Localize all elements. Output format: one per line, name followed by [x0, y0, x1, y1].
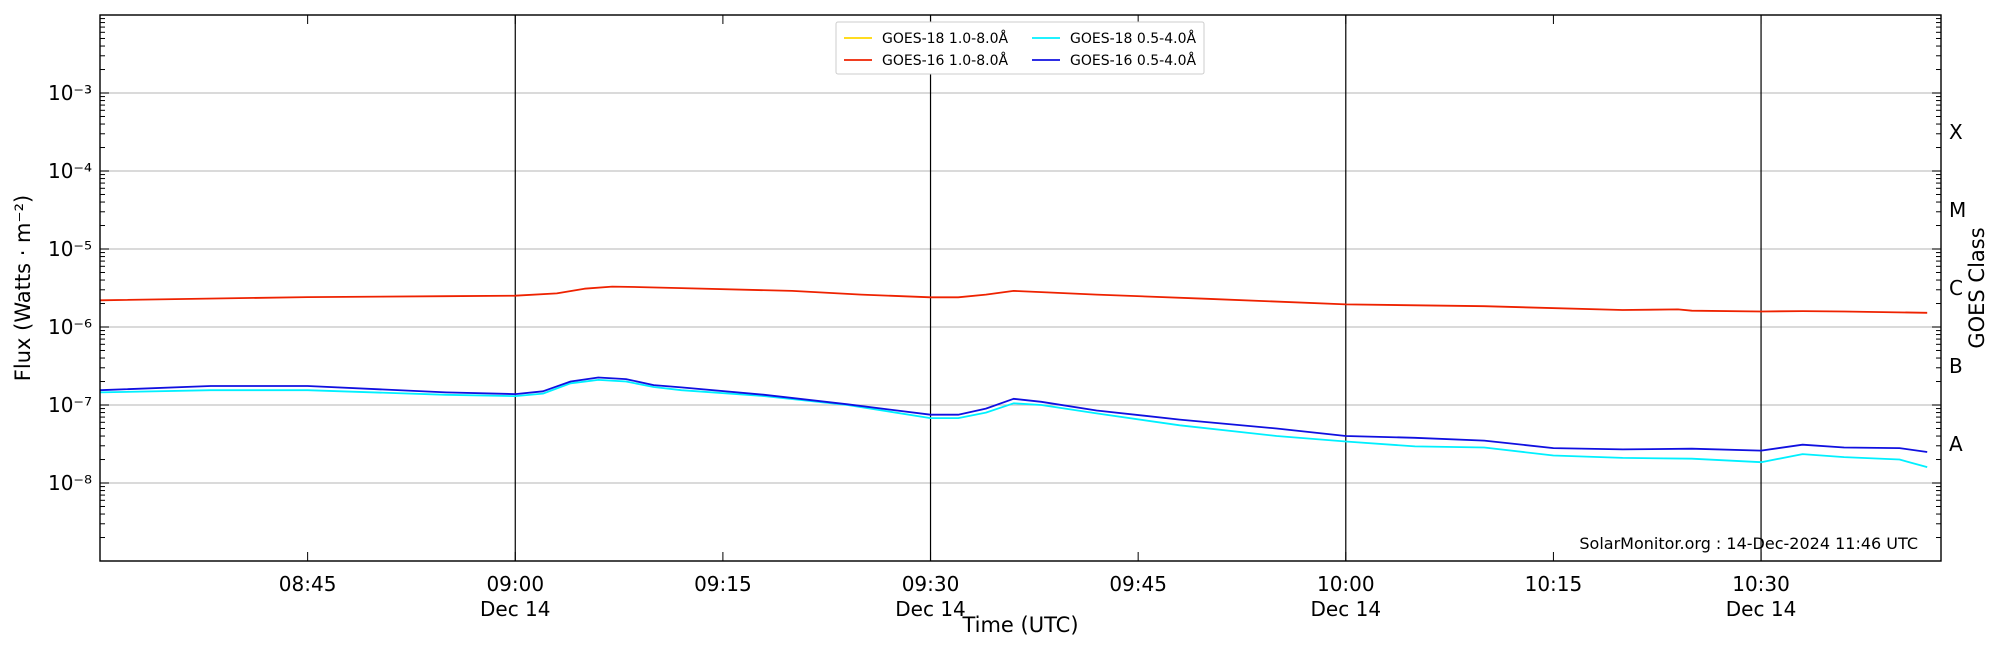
x-axis-title: Time (UTC): [961, 613, 1078, 637]
goes-class-label: X: [1949, 120, 1963, 144]
legend-label: GOES-18 0.5-4.0Å: [1070, 30, 1196, 47]
y-tick-label: 10⁻⁵: [48, 237, 92, 261]
y-tick-label: 10⁻⁴: [48, 159, 92, 183]
y-tick-label: 10⁻⁶: [48, 315, 92, 339]
goes-class-label: C: [1949, 276, 1963, 300]
x-tick-label: 09:45: [1109, 572, 1167, 596]
credit-text: SolarMonitor.org : 14-Dec-2024 11:46 UTC: [1579, 534, 1918, 553]
legend-label: GOES-16 1.0-8.0Å: [882, 52, 1008, 69]
x-tick-label: 09:15: [694, 572, 752, 596]
x-tick-label: 09:30: [902, 572, 960, 596]
goes-class-label: A: [1949, 432, 1963, 456]
series-line: [99, 379, 1928, 468]
x-tick-label: 10:15: [1525, 572, 1583, 596]
legend: GOES-18 1.0-8.0Å GOES-16 1.0-8.0Å GOES-18 …: [835, 21, 1205, 75]
x-tick-label: 09:00: [486, 572, 544, 596]
y-tick-label: 10⁻⁸: [48, 471, 92, 495]
x-tick-date-label: Dec 14: [1726, 597, 1797, 621]
x-tick-label: 10:00: [1317, 572, 1375, 596]
x-tick-date-label: Dec 14: [1311, 597, 1382, 621]
day-marker-lines: [514, 15, 1762, 561]
plot-frame: [99, 14, 1942, 562]
legend-box: [835, 21, 1205, 75]
grid-lines: [100, 14, 1941, 562]
goes-class-labels: X M C B A: [1949, 120, 1966, 456]
x-tick-label: 10:30: [1732, 572, 1790, 596]
y-axis-title: Flux (Watts · m⁻²): [11, 195, 35, 381]
goes-class-label: M: [1949, 198, 1966, 222]
axis-ticks: [100, 15, 1941, 562]
y-tick-label: 10⁻⁷: [48, 393, 92, 417]
legend-label: GOES-16 0.5-4.0Å: [1070, 52, 1196, 69]
y-tick-labels: 10⁻⁸ 10⁻⁷ 10⁻⁶ 10⁻⁵ 10⁻⁴ 10⁻³: [48, 81, 92, 495]
right-axis-title: GOES Class: [1965, 227, 1989, 348]
goes-class-label: B: [1949, 354, 1963, 378]
series-line: [99, 285, 1928, 314]
x-tick-date-label: Dec 14: [895, 597, 966, 621]
x-tick-date-label: Dec 14: [480, 597, 551, 621]
x-tick-label: 08:45: [279, 572, 337, 596]
legend-label: GOES-18 1.0-8.0Å: [882, 30, 1008, 47]
series-lines: [99, 285, 1928, 468]
y-tick-label: 10⁻³: [48, 81, 92, 105]
series-line: [99, 376, 1928, 453]
